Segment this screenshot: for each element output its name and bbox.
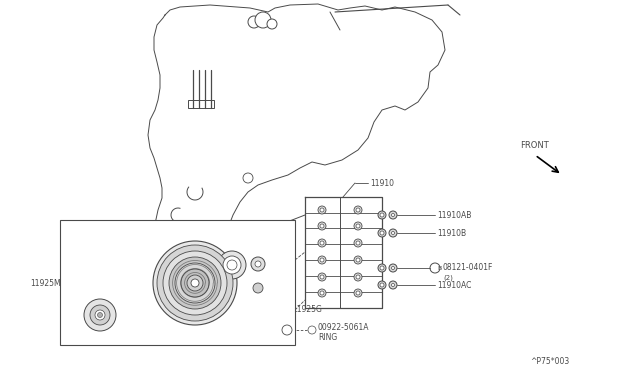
Circle shape xyxy=(320,258,324,262)
Circle shape xyxy=(181,269,209,297)
Polygon shape xyxy=(148,4,445,265)
Circle shape xyxy=(392,266,394,269)
Circle shape xyxy=(356,258,360,262)
Circle shape xyxy=(187,275,203,291)
Bar xyxy=(60,220,295,345)
Circle shape xyxy=(354,273,362,281)
Circle shape xyxy=(90,305,110,325)
Circle shape xyxy=(380,231,384,235)
Circle shape xyxy=(318,289,326,297)
Circle shape xyxy=(356,208,360,212)
Circle shape xyxy=(175,263,215,303)
Text: (2): (2) xyxy=(443,275,453,281)
Circle shape xyxy=(318,222,326,230)
Circle shape xyxy=(378,264,386,272)
Circle shape xyxy=(354,222,362,230)
Circle shape xyxy=(320,275,324,279)
Circle shape xyxy=(320,224,324,228)
Text: 11932: 11932 xyxy=(228,289,252,298)
Circle shape xyxy=(153,241,237,325)
Circle shape xyxy=(169,257,221,309)
Circle shape xyxy=(380,283,384,287)
Circle shape xyxy=(356,291,360,295)
Circle shape xyxy=(389,281,397,289)
Circle shape xyxy=(389,264,397,272)
Circle shape xyxy=(251,257,265,271)
Circle shape xyxy=(318,256,326,264)
Circle shape xyxy=(320,291,324,295)
Circle shape xyxy=(356,275,360,279)
Text: 11910B: 11910B xyxy=(437,228,466,237)
Circle shape xyxy=(392,231,394,234)
Circle shape xyxy=(163,251,227,315)
Circle shape xyxy=(255,261,261,267)
Text: 11927: 11927 xyxy=(195,247,219,257)
Circle shape xyxy=(356,241,360,245)
Circle shape xyxy=(318,273,326,281)
Circle shape xyxy=(255,12,271,28)
Text: 11926: 11926 xyxy=(264,251,288,260)
Circle shape xyxy=(84,299,116,331)
Circle shape xyxy=(354,289,362,297)
Circle shape xyxy=(354,239,362,247)
Circle shape xyxy=(320,208,324,212)
Circle shape xyxy=(380,213,384,217)
Circle shape xyxy=(354,206,362,214)
Circle shape xyxy=(378,211,386,219)
Text: RING: RING xyxy=(318,333,337,341)
Circle shape xyxy=(248,16,260,28)
Text: ^P75*003: ^P75*003 xyxy=(530,357,569,366)
Text: 11910: 11910 xyxy=(370,179,394,187)
Text: 08121-0401F: 08121-0401F xyxy=(443,263,493,273)
Text: 11929: 11929 xyxy=(137,321,161,330)
Text: 11910AC: 11910AC xyxy=(437,280,472,289)
Bar xyxy=(188,100,214,108)
Text: 11910AB: 11910AB xyxy=(437,211,472,219)
Circle shape xyxy=(378,229,386,237)
Text: 11925M: 11925M xyxy=(30,279,61,288)
Text: FRONT: FRONT xyxy=(520,141,548,150)
Circle shape xyxy=(218,251,246,279)
Circle shape xyxy=(97,312,102,317)
Circle shape xyxy=(380,266,384,270)
Circle shape xyxy=(354,256,362,264)
Circle shape xyxy=(320,241,324,245)
Text: 11925G: 11925G xyxy=(292,305,322,314)
Text: 00922-5061A: 00922-5061A xyxy=(318,323,369,331)
Text: B: B xyxy=(437,266,441,270)
Text: 11935H: 11935H xyxy=(88,260,118,269)
Circle shape xyxy=(318,239,326,247)
Circle shape xyxy=(389,211,397,219)
Circle shape xyxy=(392,214,394,217)
Circle shape xyxy=(191,279,199,287)
Circle shape xyxy=(389,229,397,237)
Circle shape xyxy=(253,283,263,293)
Circle shape xyxy=(267,19,277,29)
Circle shape xyxy=(95,310,105,320)
Circle shape xyxy=(356,224,360,228)
Circle shape xyxy=(378,281,386,289)
Circle shape xyxy=(318,206,326,214)
Circle shape xyxy=(157,245,233,321)
Circle shape xyxy=(223,256,241,274)
Circle shape xyxy=(392,283,394,286)
